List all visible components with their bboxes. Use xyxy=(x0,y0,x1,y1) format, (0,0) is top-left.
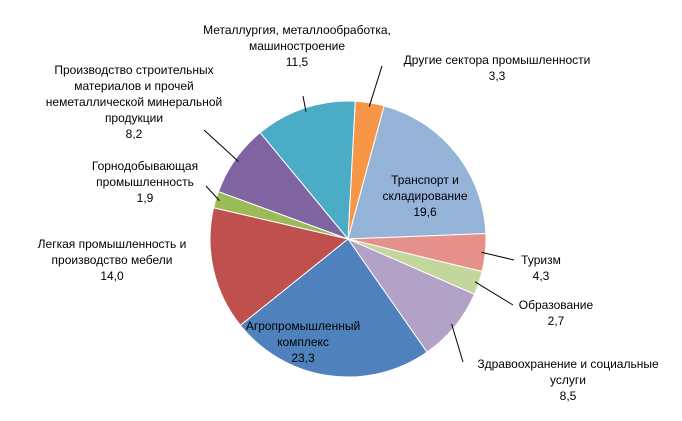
data-label: Образование 2,7 xyxy=(506,297,606,329)
data-label: Горнодобывающая промышленность 1,9 xyxy=(70,158,220,206)
data-label: Легкая промышленность и производство меб… xyxy=(12,236,212,284)
data-label: Транспорт и складирование 19,6 xyxy=(365,172,485,220)
category-label: Горнодобывающая промышленность xyxy=(91,159,199,189)
pie-slice xyxy=(239,238,428,378)
value-label: 1,9 xyxy=(136,191,154,205)
category-label: Легкая промышленность и производство меб… xyxy=(37,237,187,267)
leader-line xyxy=(451,323,464,363)
category-label: Здравоохранение и социальные услуги xyxy=(477,357,659,387)
value-label: 4,3 xyxy=(532,269,550,283)
leader-line xyxy=(302,95,307,112)
category-label: Производство строительных материалов и п… xyxy=(45,63,223,125)
category-label: Агропромышленный комплекс xyxy=(245,319,361,349)
data-label: Производство строительных материалов и п… xyxy=(44,62,224,142)
data-label: Металлургия, металлообработка, машиностр… xyxy=(172,22,422,70)
pie-slice xyxy=(259,100,356,241)
category-label: Туризм xyxy=(521,253,561,267)
value-label: 11,5 xyxy=(285,55,309,69)
value-label: 2,7 xyxy=(547,314,565,328)
value-label: 8,2 xyxy=(125,127,143,141)
data-label: Туризм 4,3 xyxy=(501,252,581,284)
pie-slice xyxy=(347,105,487,240)
value-label: 23,3 xyxy=(291,351,315,365)
category-label: Другие сектора промышленности xyxy=(403,53,591,67)
value-label: 14,0 xyxy=(100,269,124,283)
value-label: 8,5 xyxy=(559,389,577,403)
data-label: Агропромышленный комплекс 23,3 xyxy=(223,318,383,366)
value-label: 3,3 xyxy=(488,69,506,83)
leader-line xyxy=(474,281,514,306)
leader-line xyxy=(368,65,383,107)
data-label: Другие сектора промышленности 3,3 xyxy=(377,52,617,84)
leader-line xyxy=(203,129,239,162)
category-label: Образование xyxy=(518,298,594,312)
category-label: Транспорт и складирование xyxy=(382,173,468,203)
category-label: Металлургия, металлообработка, машиностр… xyxy=(203,23,391,53)
data-label: Здравоохранение и социальные услуги 8,5 xyxy=(458,356,678,404)
value-label: 19,6 xyxy=(413,205,437,219)
leader-line xyxy=(481,251,515,261)
pie-slice xyxy=(209,207,350,327)
leader-line xyxy=(205,185,220,202)
